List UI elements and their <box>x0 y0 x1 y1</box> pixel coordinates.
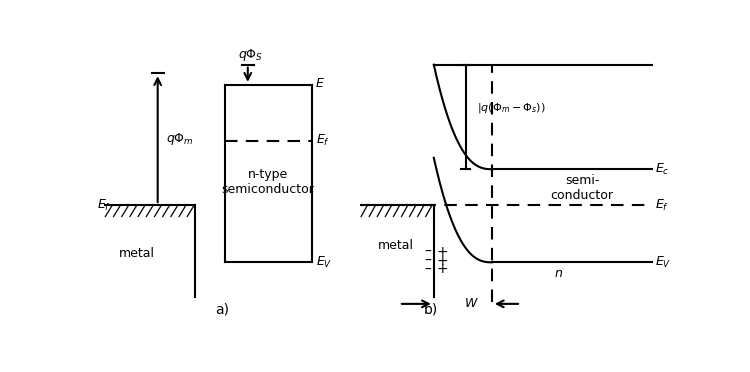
Text: +: + <box>436 254 448 268</box>
Text: –: – <box>424 245 430 259</box>
Text: +: + <box>436 263 448 276</box>
Text: $E_f$: $E_f$ <box>655 198 669 212</box>
Text: semi-
conductor: semi- conductor <box>550 174 614 202</box>
Text: a): a) <box>214 303 229 317</box>
Text: W: W <box>464 296 477 310</box>
Text: metal: metal <box>119 247 155 260</box>
Text: n-type
semiconductor: n-type semiconductor <box>222 168 314 196</box>
Text: –: – <box>424 254 430 268</box>
Text: $|q(\Phi_m - \Phi_s)$): $|q(\Phi_m - \Phi_s)$) <box>477 101 546 115</box>
Text: $E_V$: $E_V$ <box>655 255 671 270</box>
Text: E: E <box>316 77 324 90</box>
Text: $q\Phi_S$: $q\Phi_S$ <box>238 47 263 63</box>
Text: $E_f$: $E_f$ <box>97 198 111 212</box>
Text: +: + <box>436 245 448 259</box>
Text: metal: metal <box>378 239 414 251</box>
Text: –: – <box>424 263 430 276</box>
Text: $E_V$: $E_V$ <box>316 255 332 270</box>
Text: $q\Phi_m$: $q\Phi_m$ <box>166 131 194 147</box>
Text: b): b) <box>424 303 438 317</box>
Text: $E_c$: $E_c$ <box>655 162 669 177</box>
Text: $E_f$: $E_f$ <box>316 133 330 148</box>
Text: n: n <box>555 267 562 280</box>
